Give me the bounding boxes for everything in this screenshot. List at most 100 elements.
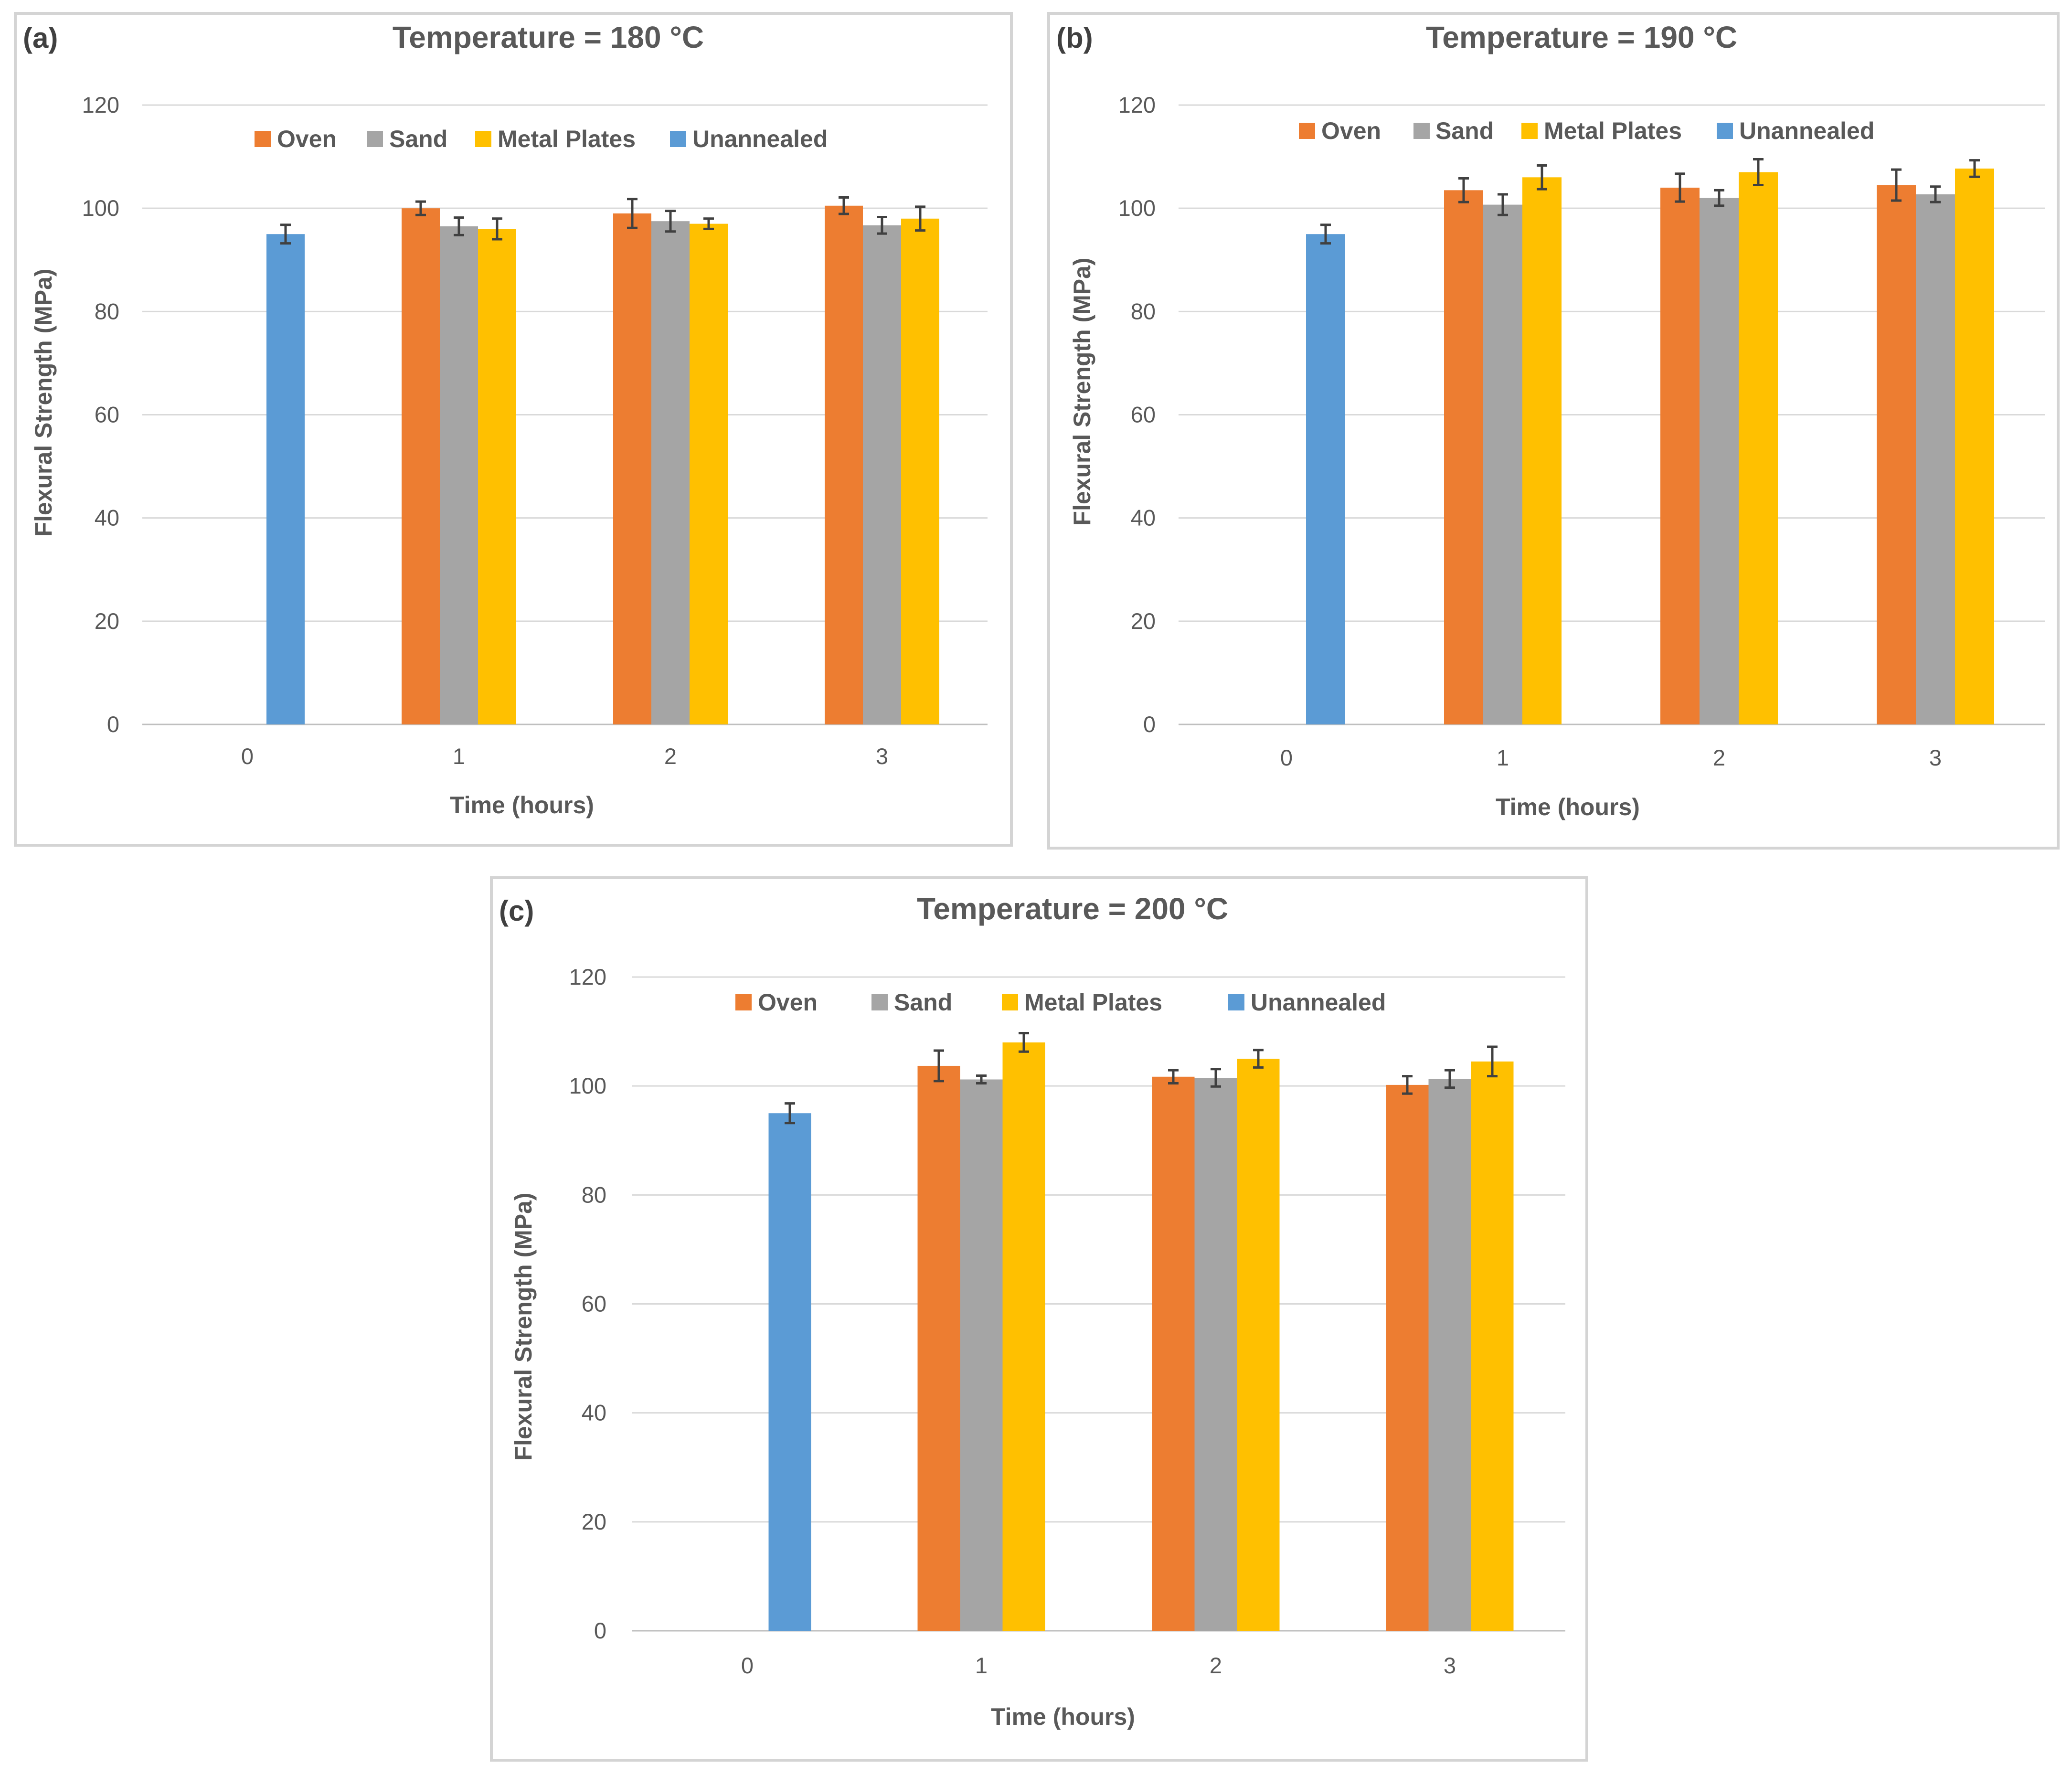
panel-c-legend-metal-plates: Metal Plates <box>1024 989 1162 1016</box>
panel-c-y-tick-label: 120 <box>569 964 606 989</box>
panel-b-y-tick-label: 120 <box>1118 92 1156 117</box>
panel-a-y-tick-label: 20 <box>95 608 119 634</box>
panel-b-error-bars <box>1320 158 1980 245</box>
panel-c-bar-oven-2 <box>1152 1076 1195 1631</box>
panel-c-y-tick-label: 20 <box>582 1509 606 1534</box>
panel-c-legend-sand: Sand <box>894 989 952 1016</box>
panel-a: (a) Temperature = 180 °C Flexural Streng… <box>14 12 1013 847</box>
panel-a-legend-swatch-unannealed <box>670 131 686 147</box>
panel-a-label: (a) <box>23 22 58 54</box>
panel-c-error-bar-metal-plates-2 <box>1253 1049 1264 1069</box>
panel-b-bar-oven-2 <box>1660 187 1700 724</box>
panel-b-x-tick-label: 2 <box>1713 745 1725 770</box>
panel-c-bar-metal-plates-3 <box>1471 1061 1514 1631</box>
panel-b-y-tick-label: 100 <box>1118 195 1156 221</box>
panel-b-legend-sand: Sand <box>1435 117 1494 144</box>
panel-c-y-axis-title: Flexural Strength (MPa) <box>510 1192 537 1460</box>
panel-c-bar-oven-3 <box>1386 1084 1429 1631</box>
panel-c-x-tick-label: 2 <box>1210 1653 1222 1678</box>
panel-c-y-tick-label: 100 <box>569 1073 606 1098</box>
panel-c-label: (c) <box>499 895 534 927</box>
panel-b-bar-sand-3 <box>1916 194 1955 725</box>
panel-c-legend-swatch-oven <box>735 994 752 1010</box>
panel-b-error-bar-metal-plates-1 <box>1537 164 1547 191</box>
panel-b-error-bar-metal-plates-2 <box>1753 158 1764 187</box>
panel-a-error-bar-sand-1 <box>454 216 464 236</box>
panel-a-error-bar-sand-3 <box>877 216 887 235</box>
panel-c-error-bar-oven-3 <box>1402 1075 1413 1095</box>
panel-a-bar-metal-plates-3 <box>901 218 939 724</box>
panel-c-error-bar-metal-plates-1 <box>1019 1032 1029 1053</box>
panel-a-legend-swatch-sand <box>367 131 383 147</box>
panel-b-bar-sand-1 <box>1483 204 1522 724</box>
panel-b-y-tick-label: 20 <box>1131 608 1156 634</box>
panel-b-x-tick-label: 0 <box>1280 745 1293 770</box>
panel-a-bar-oven-1 <box>402 208 440 725</box>
panel-a-x-tick-label: 1 <box>453 744 465 769</box>
panel-a-x-tick-label: 3 <box>876 744 888 769</box>
panel-c-bar-unannealed-0 <box>768 1113 811 1631</box>
panel-a-error-bar-oven-2 <box>627 198 638 229</box>
panel-a-y-tick-label: 80 <box>95 298 119 324</box>
panel-b-x-tick-label: 3 <box>1929 745 1942 770</box>
panel-c-x-ticks: 0 1 2 3 <box>741 1653 1456 1678</box>
panel-c-error-bar-unannealed-0 <box>785 1102 795 1125</box>
panel-c-legend-swatch-sand <box>871 994 888 1010</box>
panel-b-legend: Oven Sand Metal Plates Unannealed <box>1299 117 1874 144</box>
panel-a-y-ticks: 0 20 40 60 80 100 120 <box>82 92 119 737</box>
panel-a-error-bar-sand-2 <box>665 210 676 233</box>
panel-b-bar-sand-2 <box>1700 198 1739 724</box>
panel-a-bar-sand-2 <box>651 221 690 724</box>
panel-c-bar-sand-3 <box>1428 1079 1471 1631</box>
panel-b-label: (b) <box>1056 22 1093 54</box>
panel-a-x-axis-title: Time (hours) <box>450 792 594 818</box>
panel-c-error-bar-sand-3 <box>1445 1069 1455 1089</box>
panel-b-legend-swatch-oven <box>1299 123 1315 139</box>
panel-c-y-tick-label: 80 <box>582 1182 606 1207</box>
panel-b-error-bar-sand-2 <box>1714 189 1724 207</box>
panel-a-legend: Oven Sand Metal Plates Unannealed <box>255 126 828 152</box>
panel-b-error-bar-sand-1 <box>1498 193 1508 216</box>
panel-a-bar-unannealed-0 <box>266 234 305 724</box>
panel-b-error-bar-unannealed-0 <box>1320 223 1331 245</box>
panel-a-x-ticks: 0 1 2 3 <box>241 744 888 769</box>
panel-c-bar-oven-1 <box>917 1065 960 1631</box>
panel-c-x-tick-label: 0 <box>741 1653 754 1678</box>
panel-c-legend-swatch-metal-plates <box>1002 994 1018 1010</box>
panel-a-error-bar-metal-plates-1 <box>492 217 502 241</box>
panel-c-bar-sand-2 <box>1194 1078 1237 1631</box>
panel-b-bar-metal-plates-2 <box>1739 172 1778 725</box>
panel-c-error-bar-oven-1 <box>934 1049 944 1083</box>
panel-a-y-tick-label: 120 <box>82 92 119 117</box>
panel-b-bars <box>1306 168 1994 725</box>
panel-c-x-tick-label: 1 <box>975 1653 988 1678</box>
panel-b-error-bar-oven-3 <box>1891 168 1902 202</box>
panel-b: (b) Temperature = 190 °C Flexural Streng… <box>1047 12 2060 850</box>
panel-c-y-tick-label: 0 <box>594 1618 606 1643</box>
panel-a-legend-swatch-metal-plates <box>475 131 491 147</box>
panel-a-error-bar-unannealed-0 <box>280 223 291 245</box>
panel-c-x-tick-label: 3 <box>1444 1653 1456 1678</box>
panel-b-x-tick-label: 1 <box>1497 745 1509 770</box>
panel-c-title: Temperature = 200 °C <box>917 892 1228 926</box>
panel-b-bar-metal-plates-3 <box>1955 168 1994 724</box>
panel-c-x-axis-title: Time (hours) <box>991 1703 1135 1730</box>
panel-c-error-bars <box>785 1032 1498 1125</box>
panel-c-y-tick-label: 40 <box>582 1400 606 1425</box>
panel-c-legend-unannealed: Unannealed <box>1251 989 1386 1016</box>
panel-c: (c) Temperature = 200 °C Flexural Streng… <box>490 876 1588 1762</box>
panel-b-legend-oven: Oven <box>1321 117 1381 144</box>
panel-b-error-bar-oven-1 <box>1458 177 1469 203</box>
panel-c-error-bar-sand-2 <box>1211 1068 1221 1088</box>
panel-a-legend-unannealed: Unannealed <box>692 126 828 152</box>
panel-c-bar-metal-plates-1 <box>1002 1042 1045 1631</box>
panel-a-legend-sand: Sand <box>389 126 447 152</box>
panel-b-error-bar-oven-2 <box>1675 172 1685 203</box>
panel-a-y-tick-label: 0 <box>107 712 119 737</box>
panel-a-error-bar-oven-1 <box>415 200 426 216</box>
panel-a-x-tick-label: 2 <box>664 744 677 769</box>
panel-c-legend-oven: Oven <box>758 989 818 1016</box>
panel-a-y-axis-title: Flexural Strength (MPa) <box>30 268 57 536</box>
panel-c-error-bar-oven-2 <box>1168 1069 1179 1084</box>
